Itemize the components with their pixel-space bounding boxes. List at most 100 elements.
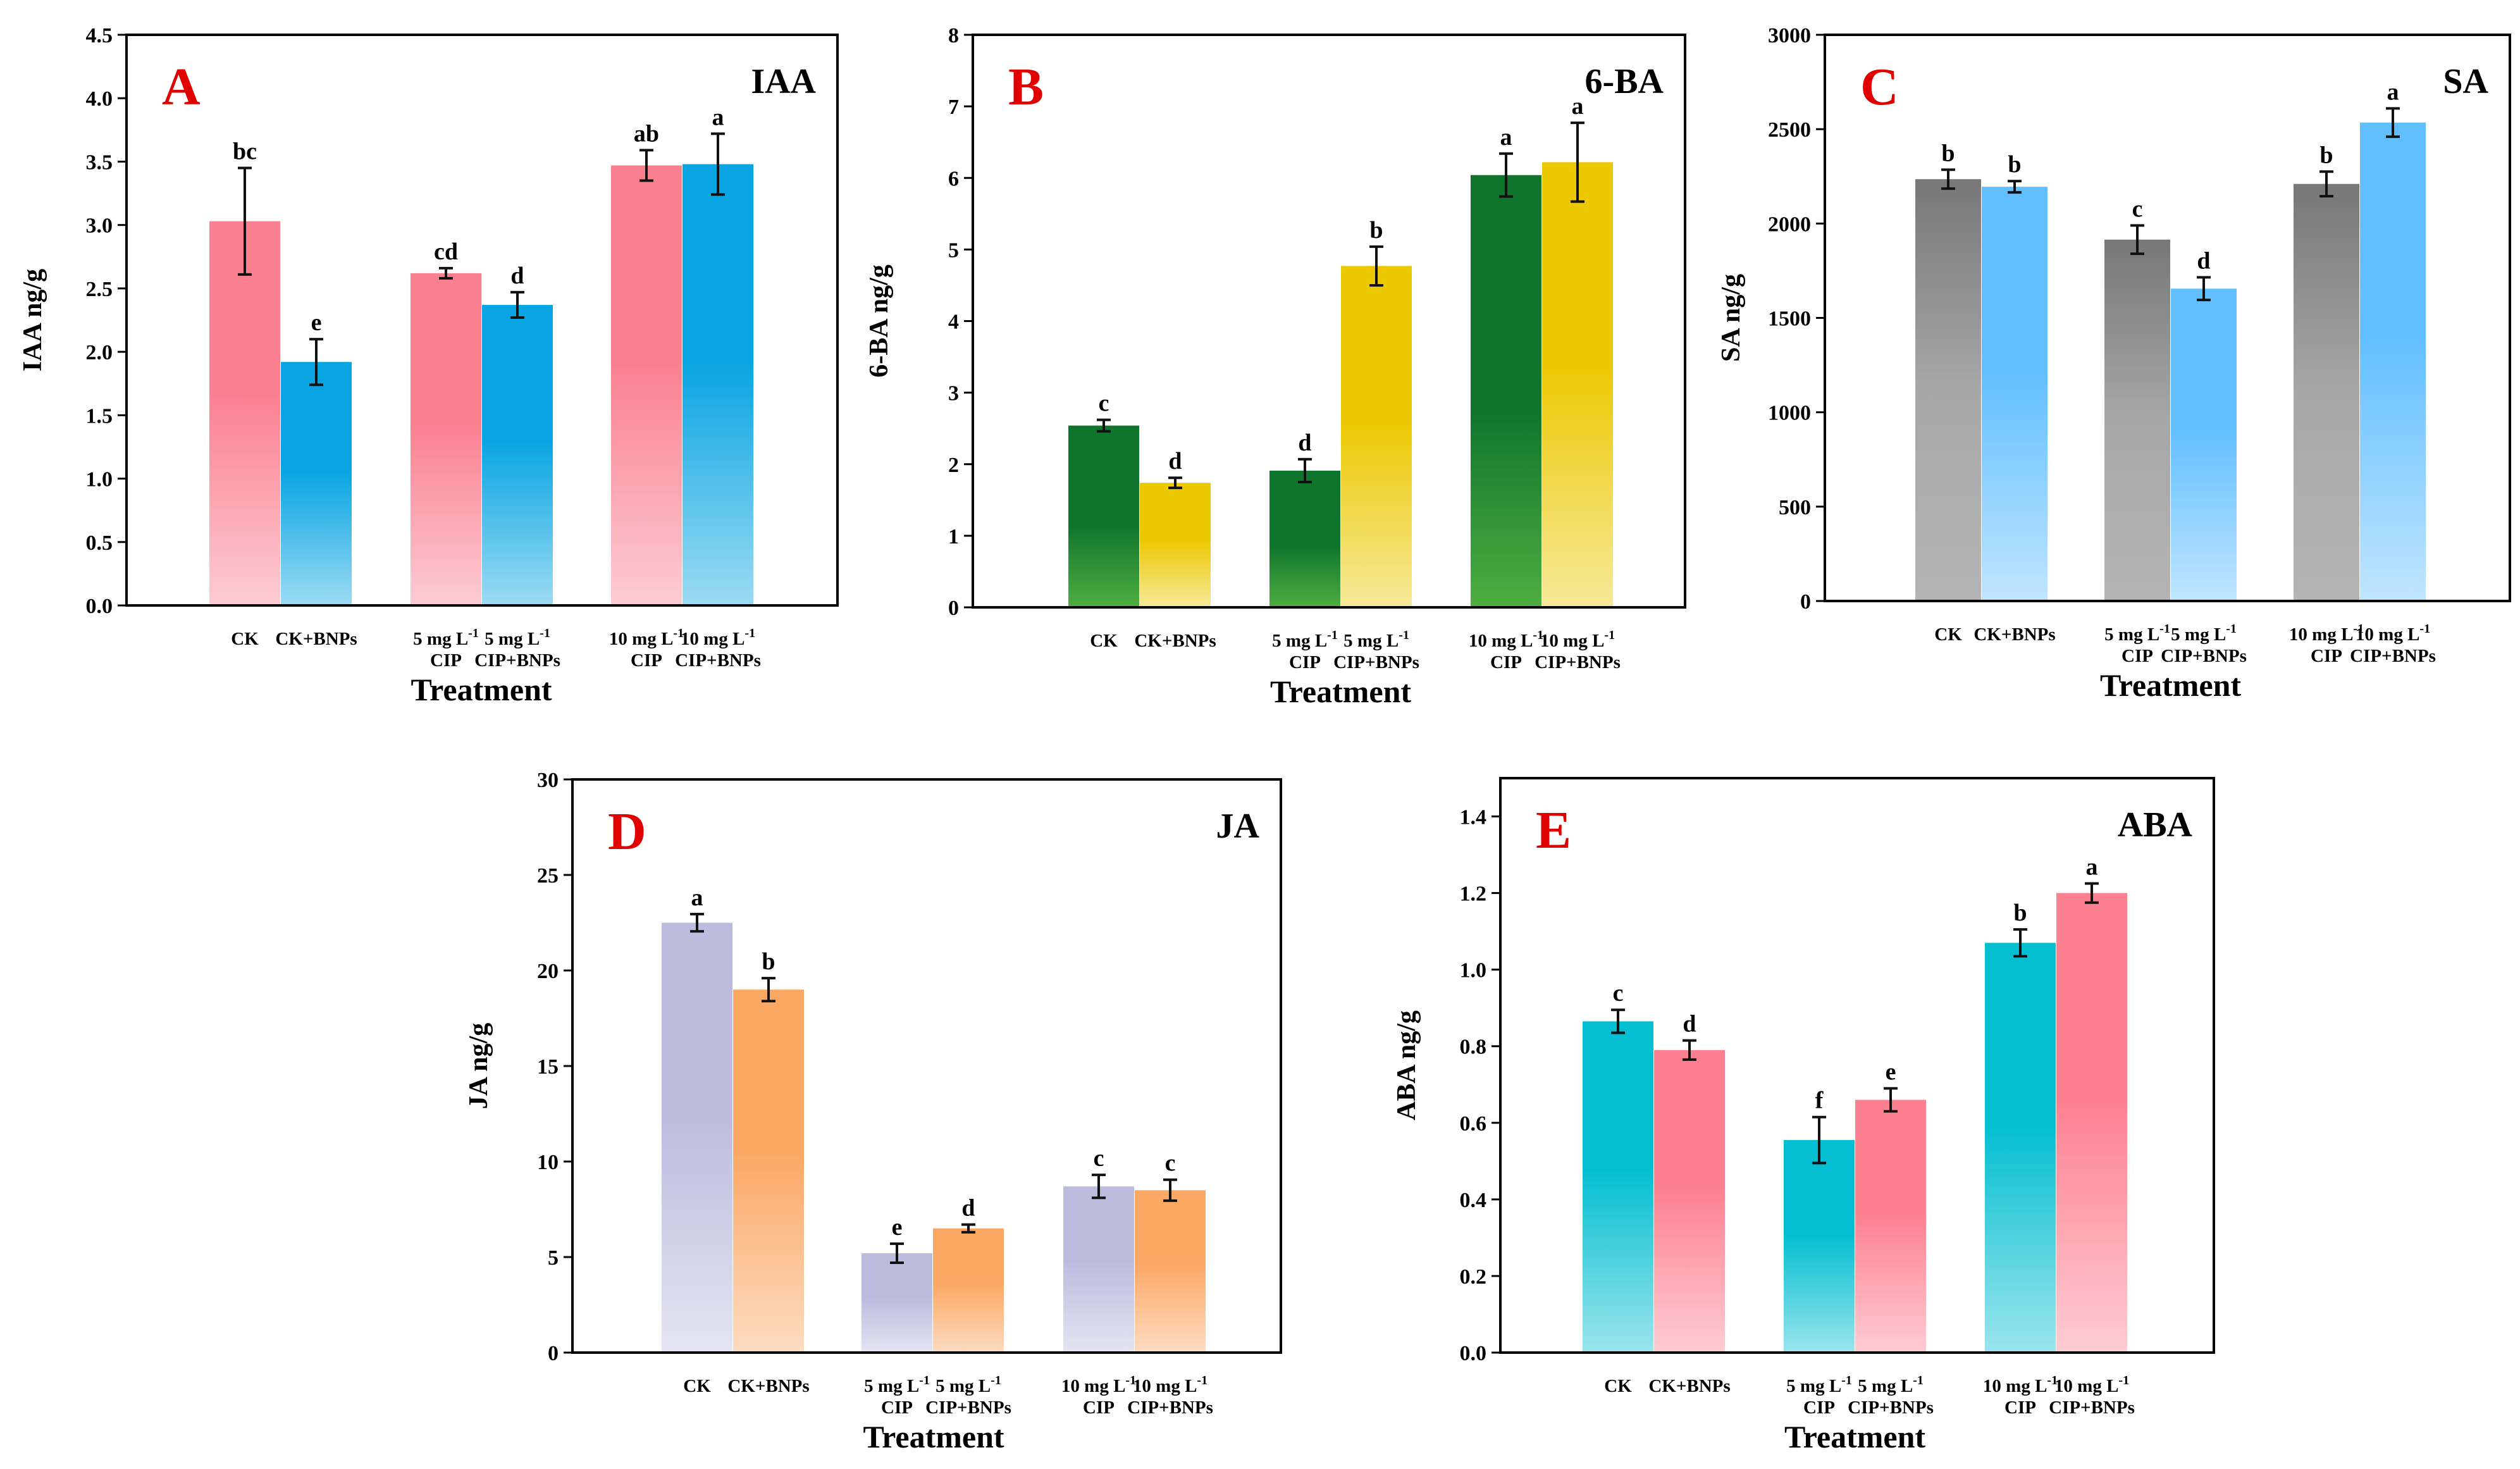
- x-category-label: CK+BNPs: [275, 629, 357, 649]
- x-category-label: CIP: [2311, 646, 2342, 666]
- y-tick-label: 0.2: [1460, 1265, 1487, 1289]
- y-tick-label: 0.4: [1460, 1189, 1487, 1212]
- y-tick-label: 0.6: [1460, 1112, 1487, 1136]
- bar: [1269, 470, 1340, 607]
- x-category-label: CIP: [1803, 1398, 1835, 1418]
- x-category-label: CK: [231, 629, 259, 649]
- significance-letter: e: [1886, 1058, 1896, 1085]
- error-bar: [1683, 1039, 1696, 1061]
- y-tick-label: 6: [948, 167, 959, 190]
- significance-letter: c: [1094, 1145, 1104, 1172]
- y-tick-label: 8: [948, 24, 959, 47]
- significance-letter: c: [1099, 390, 1109, 417]
- y-tick-label: 3: [948, 382, 959, 406]
- bar: [1982, 187, 2048, 601]
- x-category-label: CIP+BNPs: [925, 1398, 1011, 1418]
- y-tick-label: 1000: [1768, 402, 1811, 425]
- bar: [862, 1253, 932, 1353]
- x-category-label: 10 mg L-1: [609, 626, 684, 649]
- x-category-label: 10 mg L-1: [1133, 1373, 1208, 1396]
- error-bar: [961, 1223, 975, 1234]
- x-category-label: 10 mg L-1: [2356, 622, 2430, 645]
- significance-letter: a: [2387, 78, 2399, 105]
- y-axis-title: IAA ng/g: [18, 269, 47, 371]
- y-tick-label: 3.0: [86, 214, 113, 238]
- x-category-label: CIP: [1289, 652, 1321, 673]
- x-category-label: CIP+BNPs: [1535, 652, 1621, 673]
- y-axis-title: 6-BA ng/g: [865, 264, 894, 378]
- y-tick-label: 1500: [1768, 307, 1811, 331]
- error-bar: [2013, 928, 2027, 958]
- y-tick-label: 20: [537, 960, 559, 983]
- x-category-label: CIP: [2004, 1398, 2036, 1418]
- y-tick-label: 0.0: [86, 595, 113, 618]
- significance-letter: b: [1941, 140, 1955, 166]
- bar: [1654, 1050, 1725, 1353]
- significance-letter: d: [2197, 247, 2210, 274]
- x-category-label: 5 mg L-1: [1272, 628, 1338, 651]
- y-axis-title: JA ng/g: [464, 1023, 493, 1110]
- y-tick-label: 1: [948, 525, 959, 549]
- plot-frame: [972, 34, 1686, 609]
- y-tick-label: 1.4: [1460, 806, 1487, 829]
- error-bar: [2197, 276, 2211, 302]
- panel-e: 0.0 0.2 0.4 0.6 0.8 1.0 1.2 1.4 c CK d CK+BNPs f 5 mg…: [1392, 777, 2215, 1454]
- panel-letter: C: [1860, 58, 1899, 116]
- x-category-label: 10 mg L-1: [1061, 1373, 1136, 1396]
- x-category-label: CIP+BNPs: [1848, 1398, 1934, 1418]
- error-bar: [2130, 224, 2144, 256]
- x-category-label: CIP: [430, 650, 462, 671]
- bar: [662, 922, 732, 1353]
- x-category-label: CK+BNPs: [1648, 1376, 1730, 1396]
- error-bar: [2386, 107, 2400, 139]
- significance-letter: b: [2013, 900, 2027, 926]
- error-bar: [1571, 121, 1584, 203]
- y-tick-label: 1.0: [1460, 959, 1487, 982]
- error-bar: [762, 977, 775, 1003]
- y-tick-label: 25: [537, 864, 559, 888]
- significance-letter: cd: [434, 239, 458, 265]
- significance-letter: ab: [634, 120, 659, 147]
- x-category-label: 10 mg L-1: [2289, 622, 2364, 645]
- y-axis-title: ABA ng/g: [1392, 1010, 1421, 1120]
- error-bar: [510, 290, 524, 319]
- x-category-label: CIP+BNPs: [675, 650, 761, 671]
- y-tick-label: 7: [948, 96, 959, 119]
- significance-letter: b: [1369, 217, 1383, 244]
- panel-letter: B: [1008, 58, 1044, 116]
- x-category-label: CIP+BNPs: [2350, 646, 2436, 666]
- error-bar: [711, 132, 725, 196]
- x-category-label: 5 mg L-1: [2171, 622, 2237, 645]
- bar: [2294, 183, 2359, 601]
- error-bar: [890, 1242, 904, 1265]
- error-bar: [1499, 152, 1513, 198]
- panel-c: 0 500 1000 1500 2000 2500 3000 b CK b CK+BNPs c 5 mg…: [1717, 24, 2511, 703]
- plot-frame: [1824, 34, 2511, 602]
- error-bar: [1092, 1174, 1106, 1199]
- panel-letter: D: [608, 802, 646, 861]
- significance-letter: e: [892, 1214, 903, 1241]
- significance-letter: b: [762, 948, 775, 975]
- y-tick-label: 3.5: [86, 151, 113, 174]
- bar: [1341, 266, 1412, 607]
- x-axis-title: Treatment: [863, 1419, 1004, 1454]
- y-tick-label: 10: [537, 1151, 559, 1174]
- x-axis-title: Treatment: [411, 672, 552, 707]
- x-category-label: 5 mg L-1: [413, 626, 479, 649]
- bar: [1135, 1190, 1206, 1353]
- bar: [1068, 425, 1139, 607]
- error-bar: [439, 266, 453, 280]
- y-tick-label: 0: [548, 1342, 559, 1365]
- x-category-label: CK+BNPs: [1973, 624, 2055, 645]
- significance-letter: c: [2132, 195, 2143, 222]
- x-category-label: CK+BNPs: [1134, 631, 1216, 651]
- significance-letter: e: [311, 309, 322, 336]
- significance-letter: f: [1815, 1088, 1824, 1114]
- x-axis-title: Treatment: [1784, 1419, 1925, 1454]
- x-category-label: CIP: [631, 650, 662, 671]
- x-category-label: CIP+BNPs: [1127, 1398, 1213, 1418]
- y-tick-label: 5: [548, 1246, 559, 1270]
- significance-letter: d: [510, 263, 524, 289]
- significance-letter: d: [1168, 448, 1182, 474]
